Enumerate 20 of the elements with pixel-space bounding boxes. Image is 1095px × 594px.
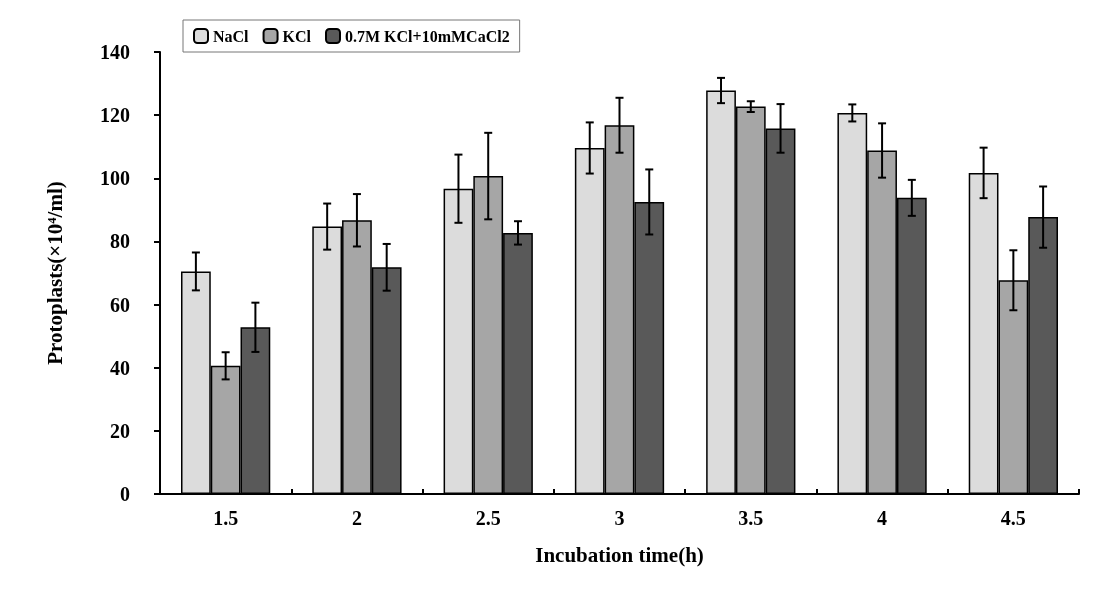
x-tick-label: 4.5 [1000,507,1026,529]
y-tick-label: 20 [110,419,130,442]
x-tick-label: 3 [614,507,625,529]
y-tick-label: 120 [100,104,130,127]
y-axis-title: Protoplasts(×10⁴/ml) [42,181,67,365]
x-tick-label: 2.5 [475,507,501,529]
x-tick-label: 1.5 [213,507,239,529]
x-tick-label: 2 [351,507,362,529]
legend-label: 0.7M KCl+10mMCaCl2 [345,27,510,45]
y-tick-label: 80 [110,230,130,253]
x-tick-label: 3.5 [738,507,764,529]
y-tick-label: 100 [100,167,130,190]
x-axis-title: Incubation time(h) [535,542,704,567]
x-tick-label: 4 [877,507,888,529]
y-tick-label: 40 [110,356,130,379]
y-tick-label: 140 [100,41,130,63]
y-tick-label: 0 [120,483,130,505]
legend-label: NaCl [213,27,250,45]
y-tick-label: 60 [110,293,130,316]
legend-label: KCl [282,27,312,45]
